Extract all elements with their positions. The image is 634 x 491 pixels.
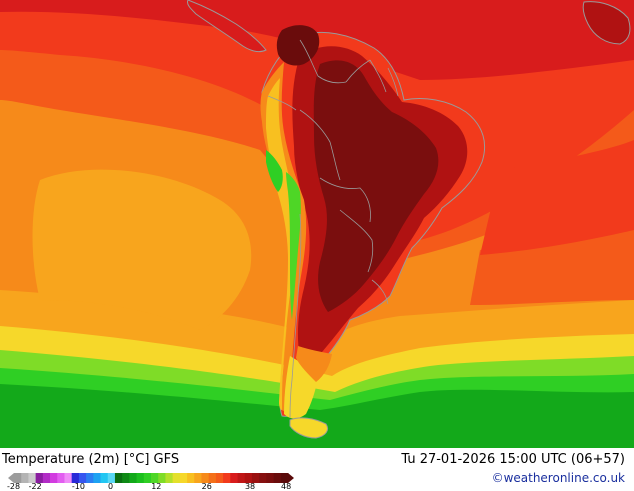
legend-swatch [259,473,267,483]
legend-tick-label: 48 [281,482,292,491]
legend-swatch [223,473,231,483]
field-tongue-west-light [32,169,252,330]
legend-swatch [100,473,109,483]
legend-tick-label: 12 [151,482,162,491]
legend-swatch [78,473,87,483]
legend-swatch [172,473,181,483]
map-title: Temperature (2m) [°C] GFS [2,452,180,467]
legend-swatch [28,473,37,483]
legend-swatch [201,473,210,483]
border-argentina-chile [289,213,302,419]
legend-swatch [215,473,224,483]
border-bolivia [319,177,371,223]
legend-swatch [129,473,137,483]
border-uruguay [371,279,389,305]
legend-tick-label: -22 [28,482,42,491]
legend-swatch [187,473,195,483]
legend-swatch [71,473,80,483]
forecast-datetime: Tu 27-01-2026 15:00 UTC (06+57) [401,452,625,467]
legend-swatch [179,473,188,483]
temperature-map [0,0,634,448]
legend-swatch [208,473,217,483]
legend-swatch [165,473,174,483]
legend-swatch [86,473,94,483]
legend-tick-label: 26 [201,482,212,491]
legend-arrow-max [288,473,294,483]
legend-tick-label: 0 [107,482,114,491]
field-warm-red-east [480,140,634,255]
border-guianas [369,59,399,97]
country-borders [267,39,399,419]
border-peru-brazil [299,109,341,181]
legend-swatch [151,473,159,483]
legend-swatch [122,473,130,483]
legend-tick-label: 38 [244,482,256,491]
legend-swatch [237,473,246,483]
legend-swatch [136,473,145,483]
legend-swatch [114,473,123,483]
map-footer: Temperature (2m) [°C] GFS Tu 27-01-2026 … [0,448,634,491]
legend-swatch [194,473,202,483]
map-canvas [0,0,634,448]
border-ecuador [267,95,297,111]
legend-swatch [280,473,289,483]
legend-swatch [143,473,152,483]
legend-swatch [64,473,73,483]
color-scale-legend [8,473,294,483]
field-east-orange-red [470,220,634,305]
legend-tick-label: -28 [7,482,21,491]
legend-swatch [244,473,253,483]
legend-swatch [230,473,238,483]
region-peak-heat [313,60,439,312]
region-central-america [187,0,267,53]
legend-swatch [42,473,51,483]
legend-tick-labels: -28 -22 -10 0 12 26 38 48 [0,483,300,491]
legend-arrow-min [8,473,14,483]
legend-swatch [35,473,44,483]
region-tierra-del-fuego [289,417,329,439]
legend-swatch [57,473,65,483]
legend-swatch [251,473,260,483]
border-paraguay [339,209,374,273]
legend-swatch [14,473,22,483]
legend-swatch [266,473,274,483]
legend-swatch [107,473,116,483]
legend-tick-label: -10 [71,482,85,491]
legend-swatch [93,473,101,483]
region-caribbean-islands [582,1,631,45]
border-venezuela-guyana [345,59,371,83]
legend-swatch [158,473,166,483]
region-patagonia-orange [296,346,332,382]
border-colombia-venezuela [299,39,347,84]
legend-swatch [21,473,29,483]
legend-swatch [273,473,282,483]
legend-swatch [50,473,58,483]
source-credit-link[interactable]: ©weatheronline.co.uk [491,471,625,485]
region-andes-green-strip [286,172,301,320]
region-andes-green-north [266,150,283,192]
